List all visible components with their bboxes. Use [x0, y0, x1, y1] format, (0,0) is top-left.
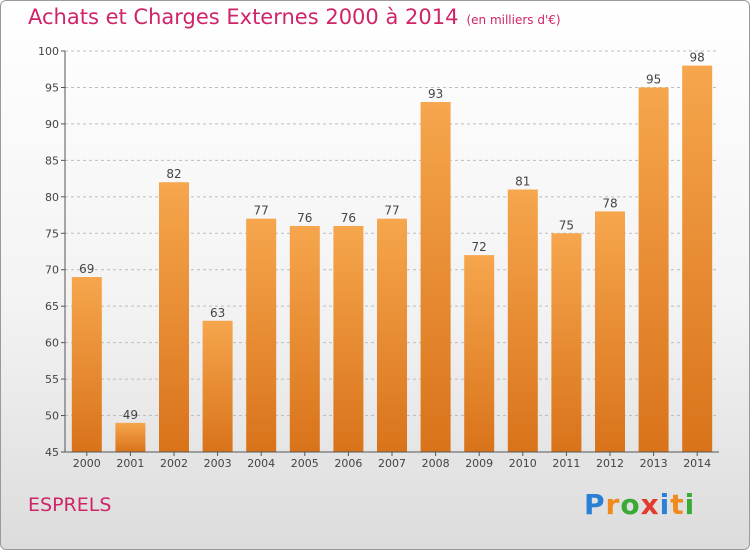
logo-letter: o — [620, 488, 641, 521]
bar — [246, 218, 277, 452]
data-label: 81 — [515, 175, 530, 189]
bar — [115, 422, 146, 452]
bar — [71, 277, 102, 452]
x-tick-label: 2004 — [247, 457, 275, 470]
data-label: 63 — [210, 306, 225, 320]
logo-letter: i — [684, 488, 696, 521]
x-tick-label: 2002 — [160, 457, 188, 470]
y-tick-label: 95 — [45, 81, 59, 94]
y-tick-label: 85 — [45, 154, 59, 167]
chart-title: Achats et Charges Externes 2000 à 2014 — [28, 5, 459, 29]
x-tick-label: 2014 — [683, 457, 711, 470]
logo-letter: t — [670, 488, 685, 521]
bar — [464, 255, 495, 452]
data-label: 93 — [428, 87, 443, 101]
y-tick-label: 60 — [45, 337, 59, 350]
data-label: 76 — [341, 211, 356, 225]
data-label: 72 — [472, 240, 487, 254]
data-label: 49 — [123, 408, 138, 422]
logo-letter: i — [659, 488, 671, 521]
proxiti-logo: Proxiti — [584, 488, 695, 521]
y-tick-label: 75 — [45, 227, 59, 240]
x-tick-label: 2001 — [116, 457, 144, 470]
data-label: 76 — [297, 211, 312, 225]
bar — [377, 218, 407, 452]
logo-letter: x — [640, 488, 660, 521]
x-tick-label: 2012 — [596, 457, 624, 470]
y-tick-label: 50 — [45, 410, 59, 423]
x-tick-label: 2009 — [465, 457, 493, 470]
bar — [333, 225, 364, 452]
data-label: 77 — [254, 204, 269, 218]
x-tick-label: 2000 — [73, 457, 101, 470]
chart-unit: (en milliers d'€) — [466, 13, 561, 27]
data-label: 95 — [646, 72, 661, 86]
data-label: 77 — [384, 204, 399, 218]
bar — [638, 87, 669, 453]
x-tick-label: 2008 — [422, 457, 450, 470]
x-tick-label: 2013 — [640, 457, 668, 470]
bar — [159, 182, 189, 452]
y-tick-label: 90 — [45, 118, 59, 131]
y-tick-label: 100 — [38, 45, 59, 58]
x-tick-label: 2011 — [552, 457, 580, 470]
y-tick-label: 70 — [45, 264, 59, 277]
bar — [595, 211, 625, 452]
y-tick-label: 45 — [45, 446, 59, 459]
y-tick-label: 65 — [45, 300, 59, 313]
x-tick-label: 2003 — [204, 457, 232, 470]
data-label: 98 — [690, 51, 705, 65]
y-tick-label: 55 — [45, 373, 59, 386]
bar — [420, 102, 451, 452]
x-tick-label: 2005 — [291, 457, 319, 470]
commune-name: ESPRELS — [28, 494, 112, 516]
chart-title-block: Achats et Charges Externes 2000 à 2014 (e… — [28, 5, 561, 29]
bar — [551, 233, 582, 452]
bar — [507, 189, 538, 452]
x-tick-label: 2010 — [509, 457, 537, 470]
logo-letter: r — [605, 488, 621, 521]
data-label: 82 — [166, 167, 181, 181]
bar — [289, 225, 320, 452]
logo-letter: P — [584, 488, 606, 521]
x-tick-label: 2007 — [378, 457, 406, 470]
data-label: 75 — [559, 218, 574, 232]
x-tick-label: 2006 — [334, 457, 362, 470]
bar — [202, 320, 233, 452]
bar — [682, 65, 713, 452]
y-tick-label: 80 — [45, 191, 59, 204]
data-label: 78 — [602, 196, 617, 210]
data-label: 69 — [79, 262, 94, 276]
